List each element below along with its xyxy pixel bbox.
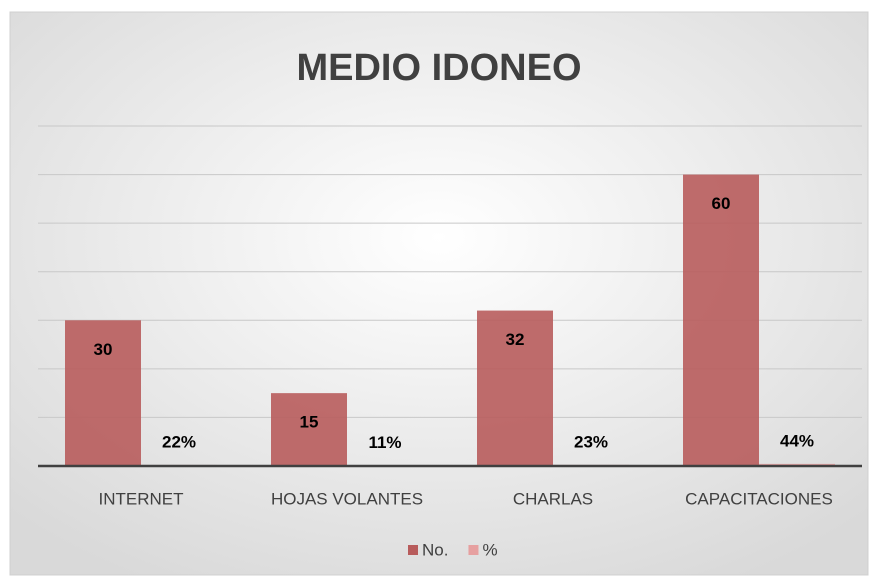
legend-swatch	[468, 545, 479, 555]
x-tick-label: INTERNET	[99, 489, 184, 508]
x-tick-label: CAPACITACIONES	[685, 489, 833, 508]
chart-title: MEDIO IDONEO	[296, 47, 581, 89]
bar	[683, 174, 759, 467]
data-label: 30	[94, 340, 113, 359]
bar	[65, 320, 141, 466]
data-label: 44%	[780, 431, 814, 450]
x-tick-label: HOJAS VOLANTES	[271, 489, 423, 508]
x-tick-label: CHARLAS	[513, 489, 593, 508]
bar	[271, 393, 347, 466]
data-label: 32	[506, 330, 525, 349]
data-label: 22%	[162, 432, 196, 451]
legend-swatch	[408, 545, 418, 555]
legend-label: No.	[422, 540, 448, 559]
bar	[477, 310, 553, 466]
data-label: 23%	[574, 432, 608, 451]
legend-label: %	[482, 540, 497, 559]
data-label: 60	[712, 194, 731, 213]
data-label: 11%	[368, 433, 401, 452]
data-label: 15	[300, 413, 319, 432]
